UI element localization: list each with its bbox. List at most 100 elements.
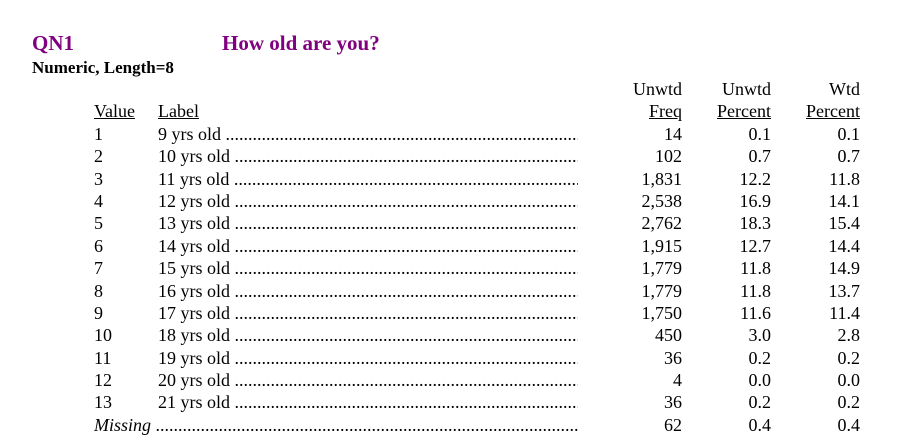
row-label: 17 yrs old: [158, 302, 230, 323]
row-freq: 450: [655, 325, 682, 346]
row-label: 13 yrs old: [158, 213, 230, 234]
row-label: 11 yrs old: [158, 168, 230, 189]
row-value: 12: [94, 370, 112, 391]
table-row: 11 19 yrs old ...........................…: [0, 347, 906, 369]
table-row: 12 20 yrs old ...........................…: [0, 369, 906, 391]
row-label: 18 yrs old: [158, 325, 230, 346]
label-header: Label: [158, 101, 199, 122]
missing-label: Missing: [94, 414, 152, 435]
row-freq: 2,762: [641, 213, 683, 234]
row-unwtd-percent: 0.1: [748, 123, 772, 144]
row-label-cell: 14 yrs old .............................…: [158, 235, 578, 257]
table-row: 13 21 yrs old ...........................…: [0, 391, 906, 413]
question-text: How old are you?: [222, 31, 380, 55]
row-wtd-percent: 13.7: [828, 280, 861, 301]
row-value: 3: [94, 168, 103, 189]
row-unwtd-percent: 11.6: [740, 302, 771, 323]
row-freq: 1,779: [641, 258, 683, 279]
row-label: 16 yrs old: [158, 280, 230, 301]
row-freq: 102: [655, 146, 682, 167]
row-wtd-percent: 14.9: [828, 258, 861, 279]
dot-leader: ........................................…: [233, 168, 578, 189]
table-row: 2 10 yrs old ............................…: [0, 145, 906, 167]
row-unwtd-percent: 0.7: [748, 146, 772, 167]
row-label: 15 yrs old: [158, 258, 230, 279]
header-row-top: Unwtd Unwtd Wtd: [0, 78, 906, 100]
row-unwtd-percent: 18.3: [739, 213, 772, 234]
dot-leader: ........................................…: [234, 325, 579, 346]
row-label-cell: 19 yrs old .............................…: [158, 347, 578, 369]
row-unwtd-percent: 3.0: [748, 325, 772, 346]
row-wtd-percent: 0.1: [837, 123, 861, 144]
row-value: 10: [94, 325, 112, 346]
unwtd-percent-header-top: Unwtd: [722, 79, 771, 99]
table-row: 6 14 yrs old ............................…: [0, 235, 906, 257]
wtd-percent-header-top: Wtd: [829, 79, 860, 99]
row-value: 8: [94, 280, 103, 301]
row-wtd-percent: 11.8: [829, 168, 860, 189]
row-wtd-percent: 2.8: [837, 325, 861, 346]
table-row: 8 16 yrs old ............................…: [0, 280, 906, 302]
table-row: 10 18 yrs old ...........................…: [0, 324, 906, 346]
row-wtd-percent: 0.0: [837, 370, 861, 391]
question-id: QN1: [32, 31, 74, 55]
row-unwtd-percent: 0.0: [748, 370, 772, 391]
dot-leader: ........................................…: [155, 414, 578, 435]
row-freq: 36: [664, 347, 682, 368]
row-unwtd-percent: 12.2: [739, 168, 772, 189]
dot-leader: ........................................…: [234, 190, 579, 211]
row-label-cell: 13 yrs old .............................…: [158, 212, 578, 234]
row-unwtd-percent: 0.2: [748, 347, 772, 368]
header-row-bottom: Value Label Freq Percent Percent: [0, 100, 906, 122]
dot-leader: ........................................…: [234, 302, 579, 323]
variable-type: Numeric, Length=8: [32, 58, 174, 77]
table-row: 1 9 yrs old .............................…: [0, 123, 906, 145]
row-value: 1: [94, 123, 103, 144]
freq-header: Freq: [649, 101, 682, 122]
row-label: 20 yrs old: [158, 370, 230, 391]
table-row: 9 17 yrs old ............................…: [0, 302, 906, 324]
row-unwtd-percent: 11.8: [740, 280, 771, 301]
row-freq: 36: [664, 392, 682, 413]
row-wtd-percent: 14.4: [828, 235, 861, 256]
row-label: 10 yrs old: [158, 146, 230, 167]
row-wtd-percent: 14.1: [828, 190, 861, 211]
row-value: 11: [94, 347, 112, 368]
row-label-cell: 10 yrs old .............................…: [158, 145, 578, 167]
row-label-cell: 20 yrs old .............................…: [158, 369, 578, 391]
row-unwtd-percent: 0.2: [748, 392, 772, 413]
row-freq: 1,779: [641, 280, 683, 301]
missing-unwtd-percent: 0.4: [748, 414, 772, 435]
missing-wtd-percent: 0.4: [837, 414, 861, 435]
row-wtd-percent: 15.4: [828, 213, 861, 234]
row-unwtd-percent: 16.9: [739, 190, 772, 211]
wtd-percent-header: Percent: [806, 101, 860, 122]
row-label: 19 yrs old: [158, 347, 230, 368]
row-label-cell: 21 yrs old .............................…: [158, 391, 578, 413]
missing-freq: 62: [664, 414, 682, 435]
dot-leader: ........................................…: [234, 235, 579, 256]
row-unwtd-percent: 12.7: [739, 235, 772, 256]
dot-leader: ........................................…: [225, 123, 579, 144]
row-value: 9: [94, 302, 103, 323]
missing-row: Missing ................................…: [0, 414, 906, 436]
row-label-cell: 15 yrs old .............................…: [158, 257, 578, 279]
row-label-cell: 16 yrs old .............................…: [158, 280, 578, 302]
row-label: 12 yrs old: [158, 190, 230, 211]
row-freq: 14: [664, 123, 682, 144]
row-freq: 1,750: [641, 302, 683, 323]
row-freq: 2,538: [641, 190, 683, 211]
row-label-cell: 11 yrs old .............................…: [158, 168, 578, 190]
row-label-cell: 9 yrs old ..............................…: [158, 123, 578, 145]
table-row: 4 12 yrs old ............................…: [0, 190, 906, 212]
row-value: 7: [94, 258, 103, 279]
row-wtd-percent: 11.4: [829, 302, 860, 323]
table-row: 7 15 yrs old ............................…: [0, 257, 906, 279]
dot-leader: ........................................…: [234, 280, 579, 301]
row-freq: 1,831: [641, 168, 683, 189]
row-value: 2: [94, 146, 103, 167]
row-value: 6: [94, 235, 103, 256]
table-row: 3 11 yrs old ............................…: [0, 168, 906, 190]
row-freq: 4: [673, 370, 682, 391]
frequency-table: Unwtd Unwtd Wtd Value Label Freq Percent…: [0, 78, 906, 436]
